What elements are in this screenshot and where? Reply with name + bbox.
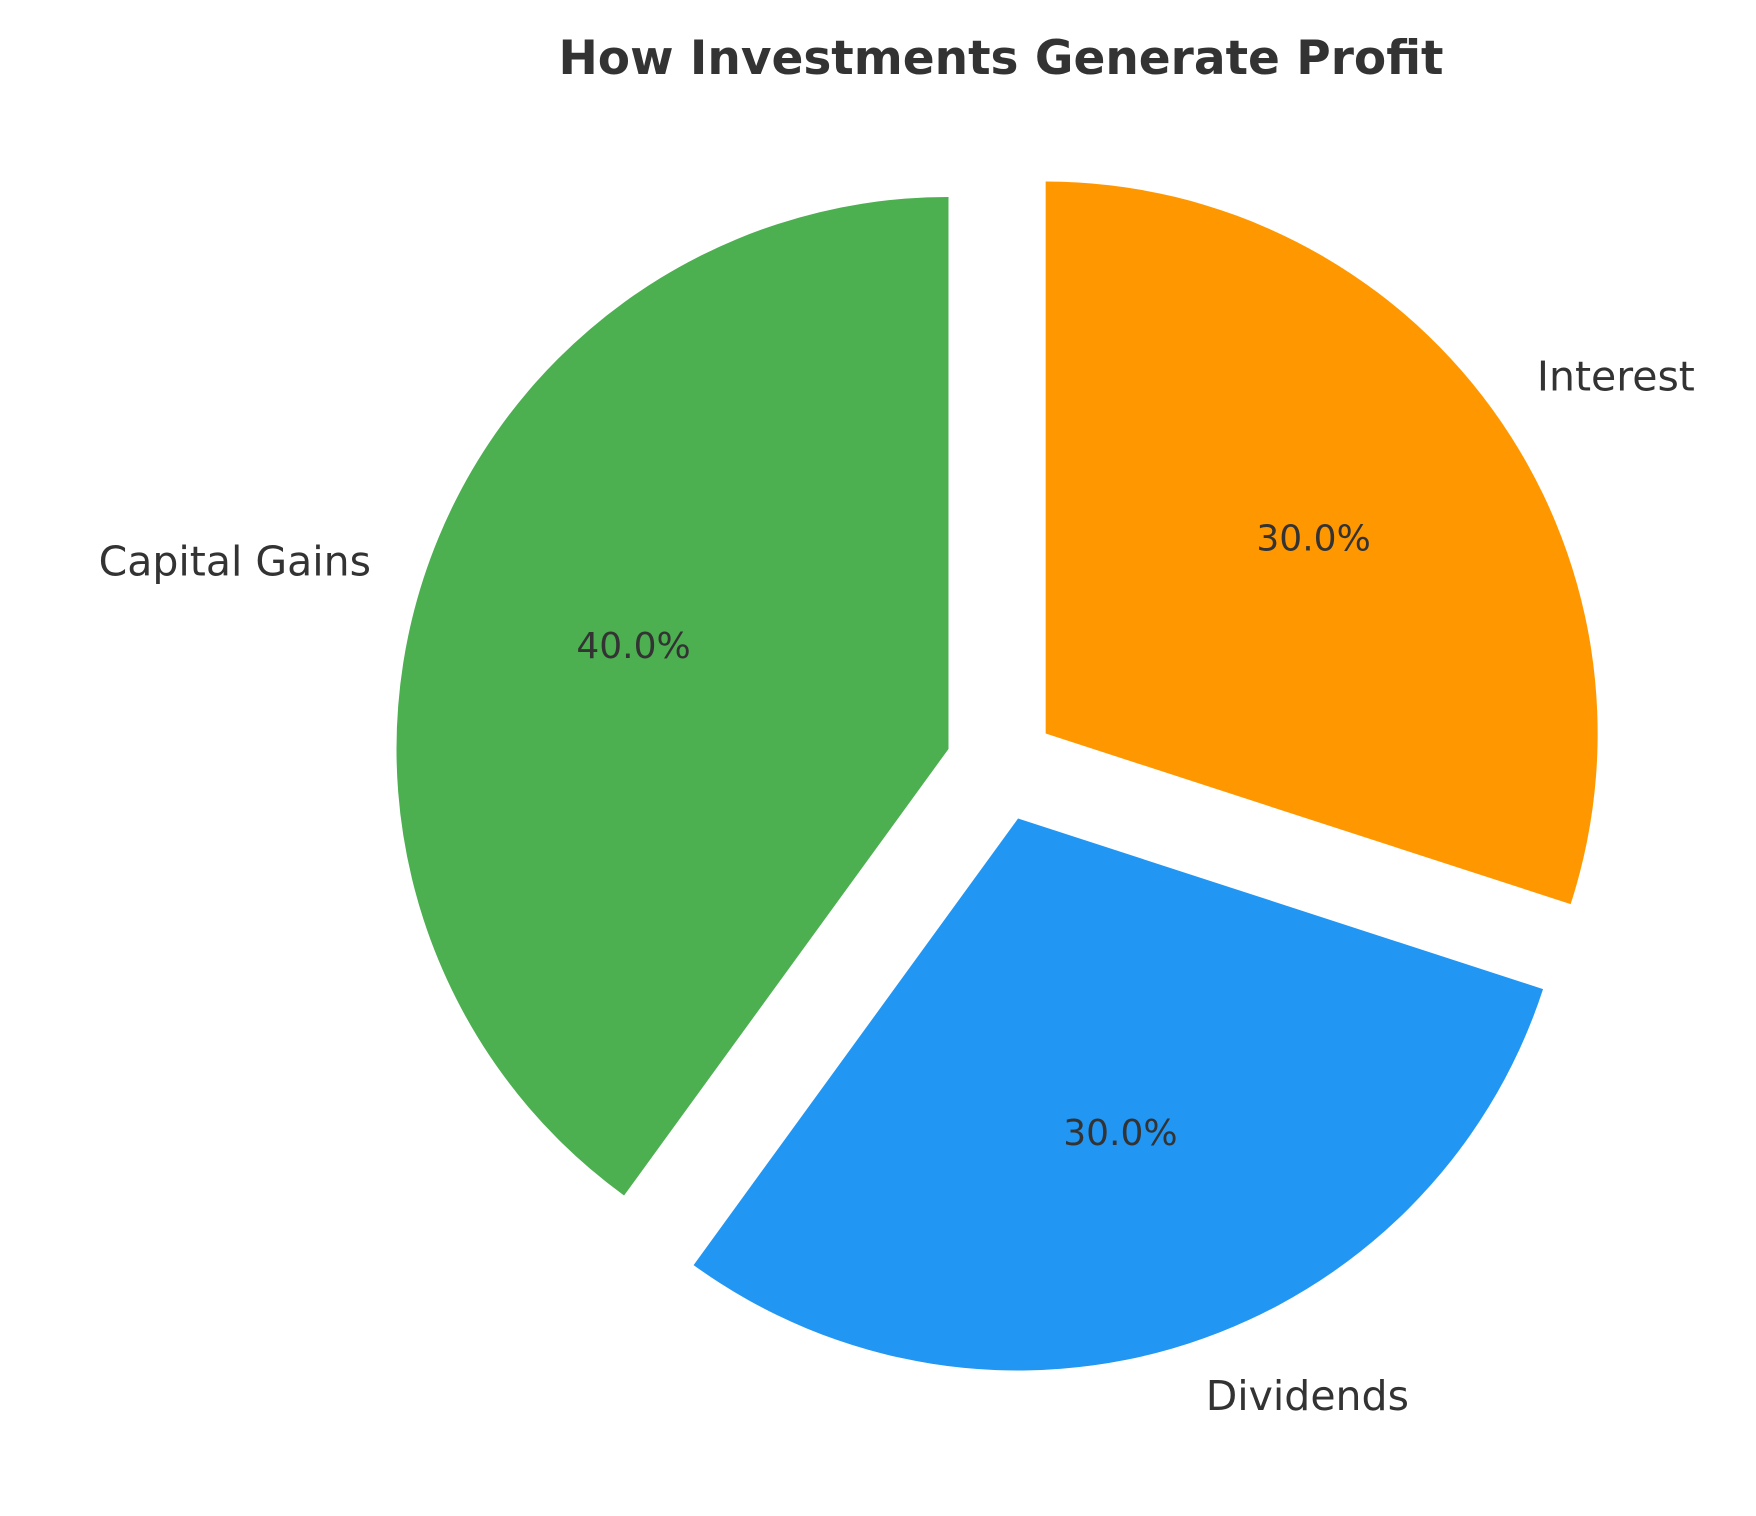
chart-title: How Investments Generate Profit <box>558 31 1443 86</box>
pct-label-dividends: 30.0% <box>1063 1113 1177 1154</box>
label-capital-gains: Capital Gains <box>99 537 371 585</box>
category-labels: Capital Gains Dividends Interest <box>99 353 1695 1420</box>
label-interest: Interest <box>1537 353 1695 401</box>
slice-interest <box>1045 181 1598 905</box>
label-dividends: Dividends <box>1206 1372 1409 1420</box>
percent-labels: 40.0% 30.0% 30.0% <box>576 518 1370 1154</box>
slice-capital-gains <box>396 196 949 1196</box>
pct-label-interest: 30.0% <box>1256 518 1370 559</box>
pct-label-capital-gains: 40.0% <box>576 626 690 667</box>
slice-dividends <box>693 818 1544 1371</box>
pie-slices <box>396 181 1598 1371</box>
